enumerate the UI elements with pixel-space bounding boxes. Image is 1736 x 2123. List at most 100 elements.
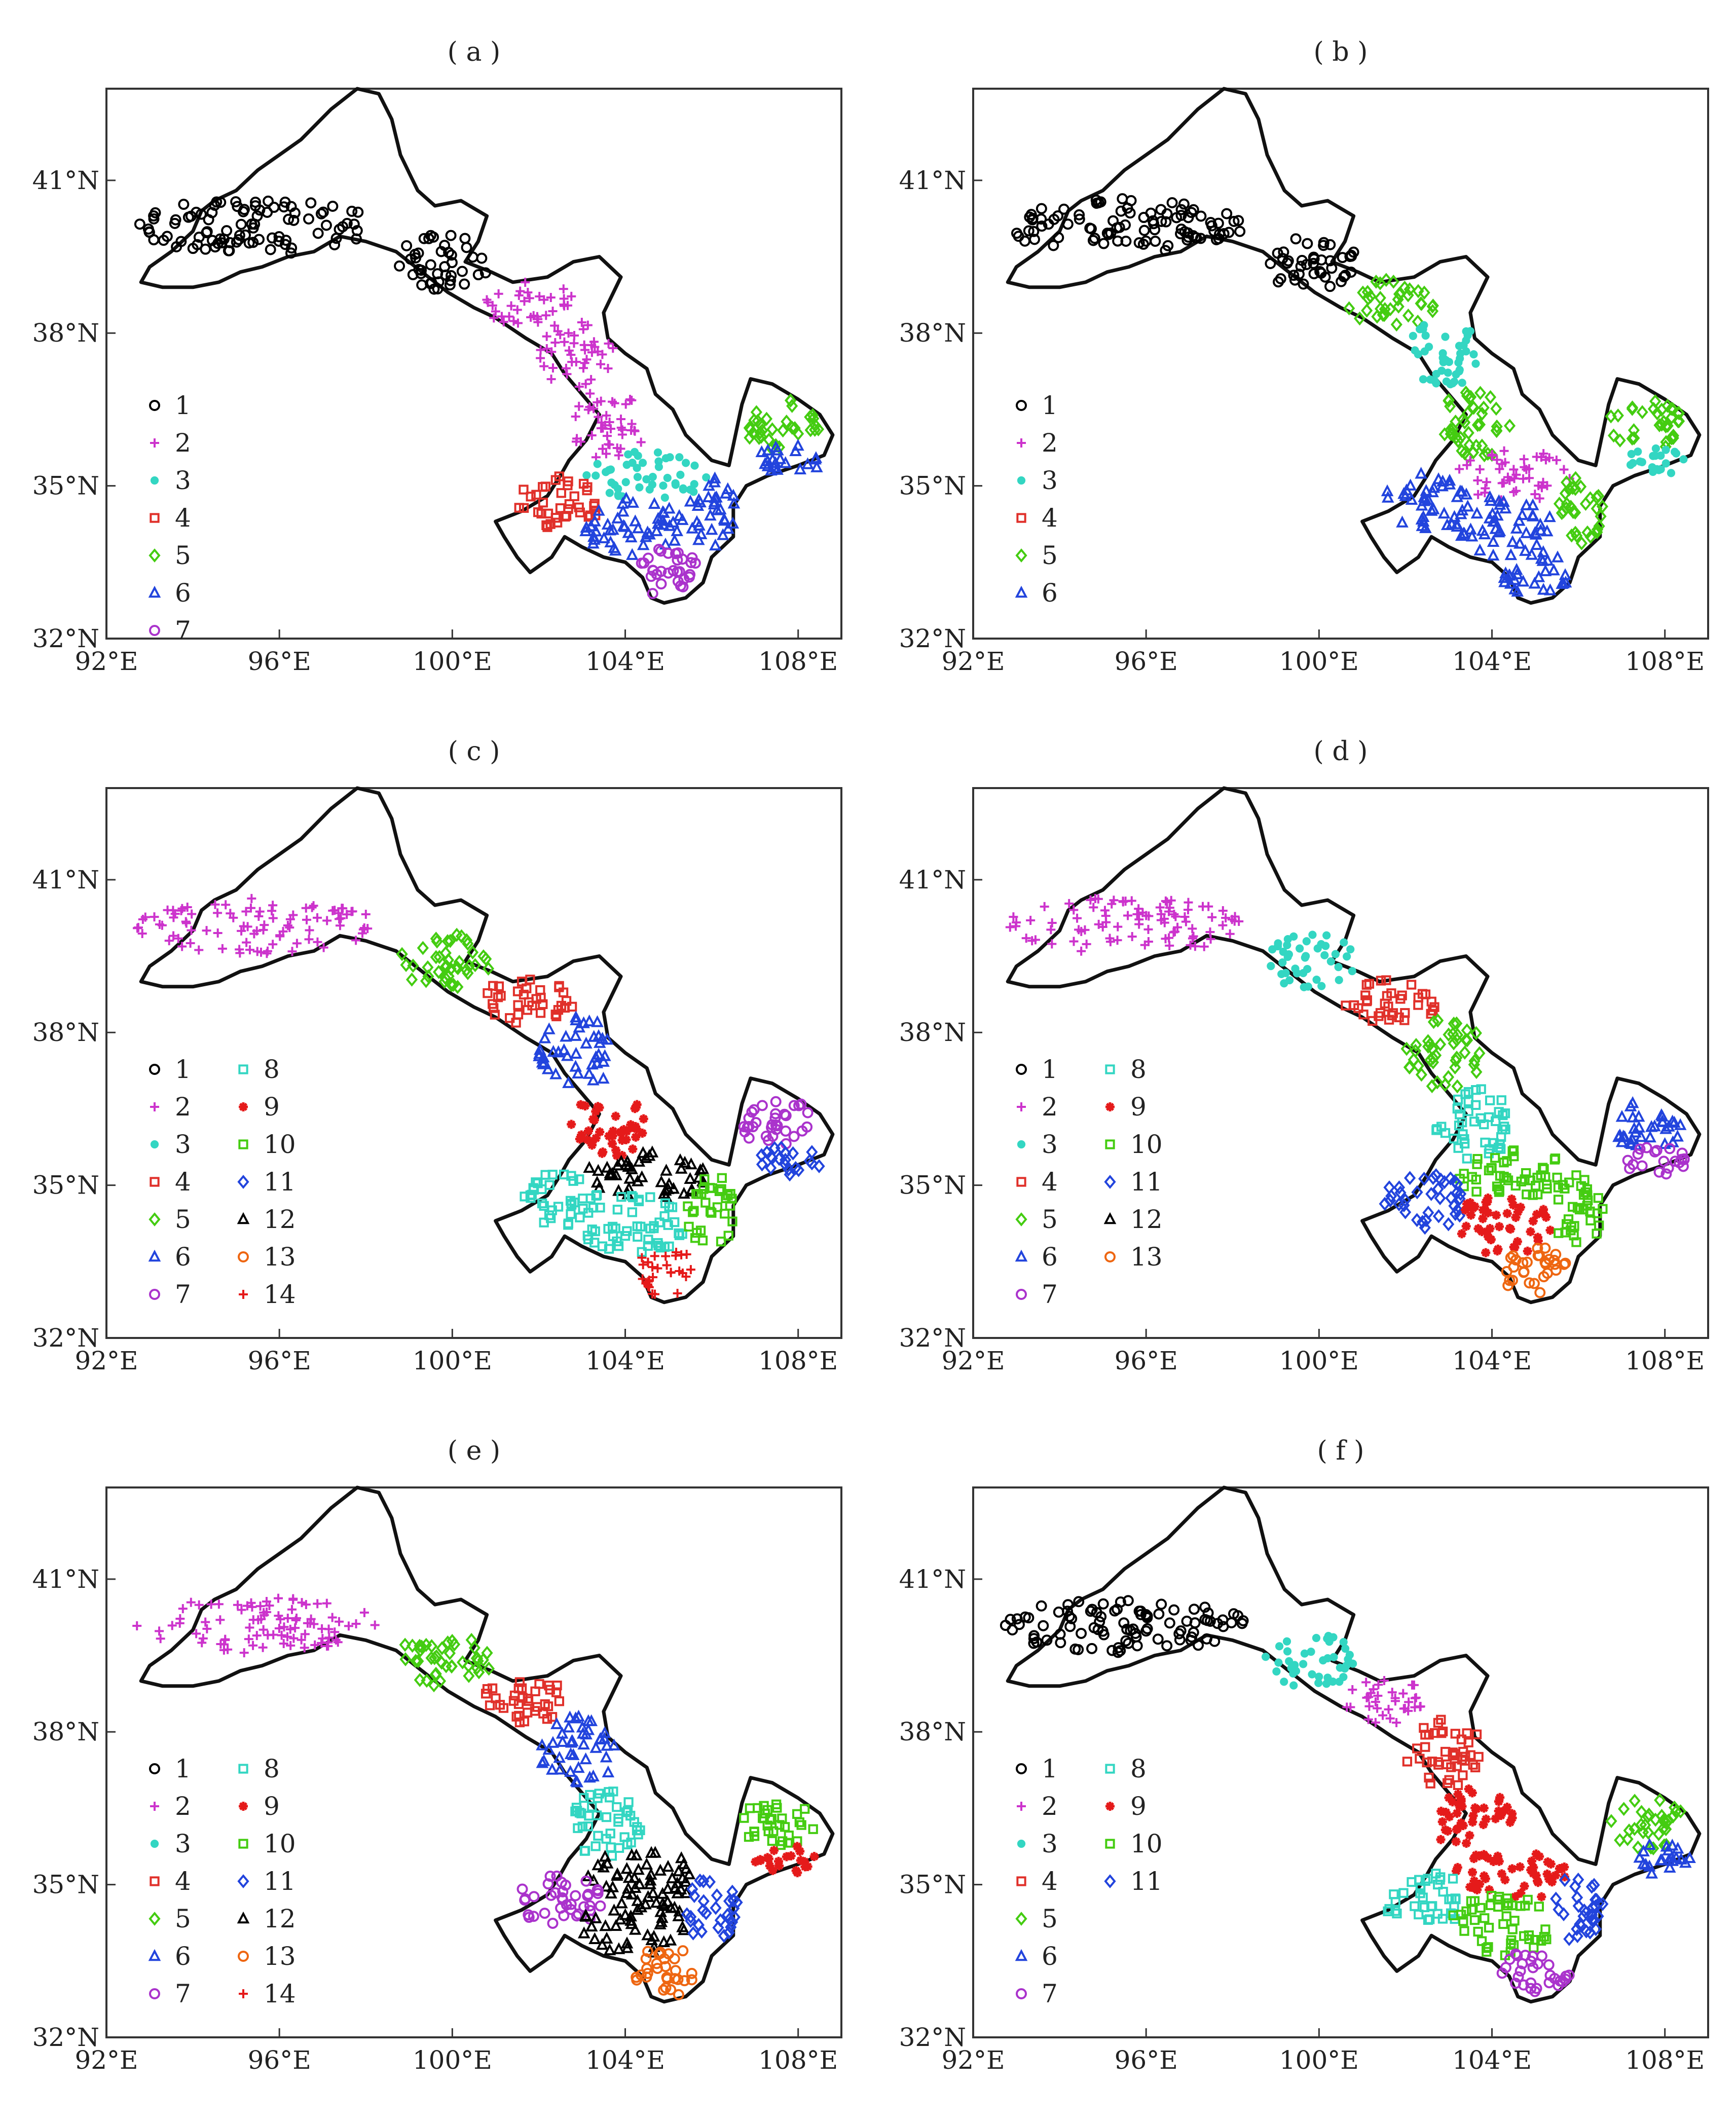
station-marker-class-6 — [1547, 563, 1560, 576]
station-marker-class-8 — [593, 1793, 603, 1803]
station-marker-class-6 — [722, 522, 734, 534]
station-marker-class-5 — [1448, 1036, 1460, 1051]
station-marker-class-6 — [1396, 515, 1409, 528]
station-marker-class-4 — [552, 517, 563, 528]
station-marker-class-6 — [601, 517, 614, 530]
station-marker-class-6 — [1626, 1133, 1639, 1145]
station-marker-class-11 — [723, 1894, 735, 1909]
station-marker-class-2 — [221, 900, 231, 910]
station-marker-class-5 — [1567, 480, 1579, 495]
station-marker-class-9 — [1461, 1205, 1470, 1215]
station-marker-class-2 — [229, 913, 238, 922]
station-marker-class-12 — [685, 1157, 697, 1170]
station-marker-class-1 — [1090, 194, 1102, 206]
station-marker-class-2 — [1134, 904, 1143, 914]
station-marker-class-5 — [1471, 418, 1484, 432]
station-marker-class-8 — [601, 1812, 612, 1822]
station-marker-class-5 — [1412, 1059, 1424, 1073]
station-marker-class-1 — [1153, 1608, 1165, 1620]
station-marker-class-8 — [1471, 1085, 1481, 1095]
station-marker-class-3 — [660, 493, 669, 502]
station-marker-class-2 — [177, 942, 187, 951]
legend-label: 3 — [175, 466, 191, 495]
station-marker-class-2 — [1017, 438, 1026, 448]
legend-label: 5 — [1042, 1904, 1058, 1933]
station-marker-class-7 — [1532, 1958, 1544, 1970]
station-marker-class-6 — [1637, 1844, 1650, 1856]
station-marker-class-7 — [767, 1130, 779, 1142]
station-marker-class-5 — [1605, 1814, 1617, 1829]
plot-frame — [972, 1486, 1709, 2038]
station-marker-class-5 — [439, 971, 451, 985]
station-marker-class-9 — [1539, 1208, 1548, 1218]
station-marker-class-6 — [1506, 535, 1519, 547]
station-marker-class-2 — [133, 923, 143, 933]
station-marker-class-6 — [694, 527, 708, 539]
station-marker-class-1 — [1141, 1623, 1153, 1634]
station-marker-class-9 — [1512, 1237, 1522, 1246]
station-marker-class-2 — [542, 344, 551, 354]
station-marker-class-5 — [1452, 434, 1464, 449]
station-marker-class-5 — [1451, 1028, 1464, 1042]
legend-item: 3 — [1017, 1130, 1058, 1159]
station-marker-class-1 — [232, 201, 243, 212]
station-marker-class-8 — [1437, 1914, 1448, 1924]
station-marker-class-2 — [344, 1621, 353, 1631]
legend-item: 13 — [238, 1242, 296, 1272]
station-marker-class-12 — [612, 1942, 625, 1954]
station-marker-class-12 — [599, 1850, 612, 1862]
station-marker-class-5 — [1478, 448, 1491, 463]
station-marker-class-2 — [150, 1802, 159, 1811]
station-marker-class-4 — [1375, 1008, 1386, 1018]
station-marker-class-6 — [1455, 485, 1468, 497]
station-marker-class-7 — [565, 1898, 577, 1910]
station-marker-class-1 — [1188, 204, 1199, 215]
station-marker-class-6 — [759, 457, 771, 469]
station-marker-class-10 — [1540, 1924, 1550, 1934]
station-marker-class-4 — [538, 498, 548, 508]
station-marker-class-2 — [1165, 941, 1174, 950]
legend-item: 10 — [1105, 1829, 1163, 1858]
station-marker-class-2 — [1118, 897, 1128, 907]
station-marker-class-2 — [590, 342, 600, 352]
station-marker-class-5 — [1418, 285, 1430, 300]
station-marker-class-12 — [641, 1928, 654, 1941]
station-marker-class-4 — [582, 482, 593, 492]
station-marker-class-12 — [630, 1848, 643, 1860]
legend-label: 8 — [264, 1055, 280, 1084]
x-tick-label: 96°E — [1115, 2045, 1178, 2075]
station-marker-class-8 — [537, 1198, 547, 1209]
station-marker-class-1 — [185, 210, 197, 222]
station-marker-class-8 — [1432, 1909, 1443, 1919]
station-marker-class-4 — [516, 1683, 527, 1693]
station-marker-class-13 — [669, 1953, 680, 1964]
legend-item: 1 — [1016, 1754, 1058, 1783]
station-marker-class-12 — [605, 1886, 617, 1898]
station-marker-class-11 — [1385, 1189, 1397, 1203]
station-marker-class-12 — [601, 1856, 614, 1869]
station-marker-class-2 — [546, 293, 556, 303]
station-marker-class-1 — [150, 207, 161, 218]
station-marker-class-2 — [202, 1624, 212, 1633]
station-marker-class-1 — [1106, 1645, 1118, 1656]
station-marker-class-4 — [1471, 1729, 1482, 1739]
legend-label: 4 — [1042, 1167, 1058, 1197]
station-marker-class-9 — [1484, 1232, 1493, 1242]
legend-item: 5 — [1015, 541, 1058, 570]
station-marker-class-2 — [138, 914, 147, 924]
station-marker-class-2 — [274, 1623, 284, 1633]
station-marker-class-2 — [636, 437, 646, 447]
station-marker-class-2 — [1520, 462, 1529, 472]
station-marker-class-1 — [1337, 252, 1348, 264]
station-marker-class-2 — [604, 339, 613, 348]
x-tick-label: 100°E — [413, 647, 492, 676]
station-marker-class-1 — [216, 237, 228, 249]
station-marker-class-9 — [1494, 1856, 1504, 1866]
station-marker-class-2 — [285, 1624, 295, 1634]
station-marker-class-10 — [1580, 1187, 1591, 1198]
station-marker-class-2 — [1155, 903, 1165, 912]
station-marker-class-3 — [675, 453, 684, 462]
station-marker-class-6 — [602, 1765, 615, 1777]
station-marker-class-12 — [599, 1919, 612, 1931]
legend-label: 4 — [175, 503, 191, 533]
